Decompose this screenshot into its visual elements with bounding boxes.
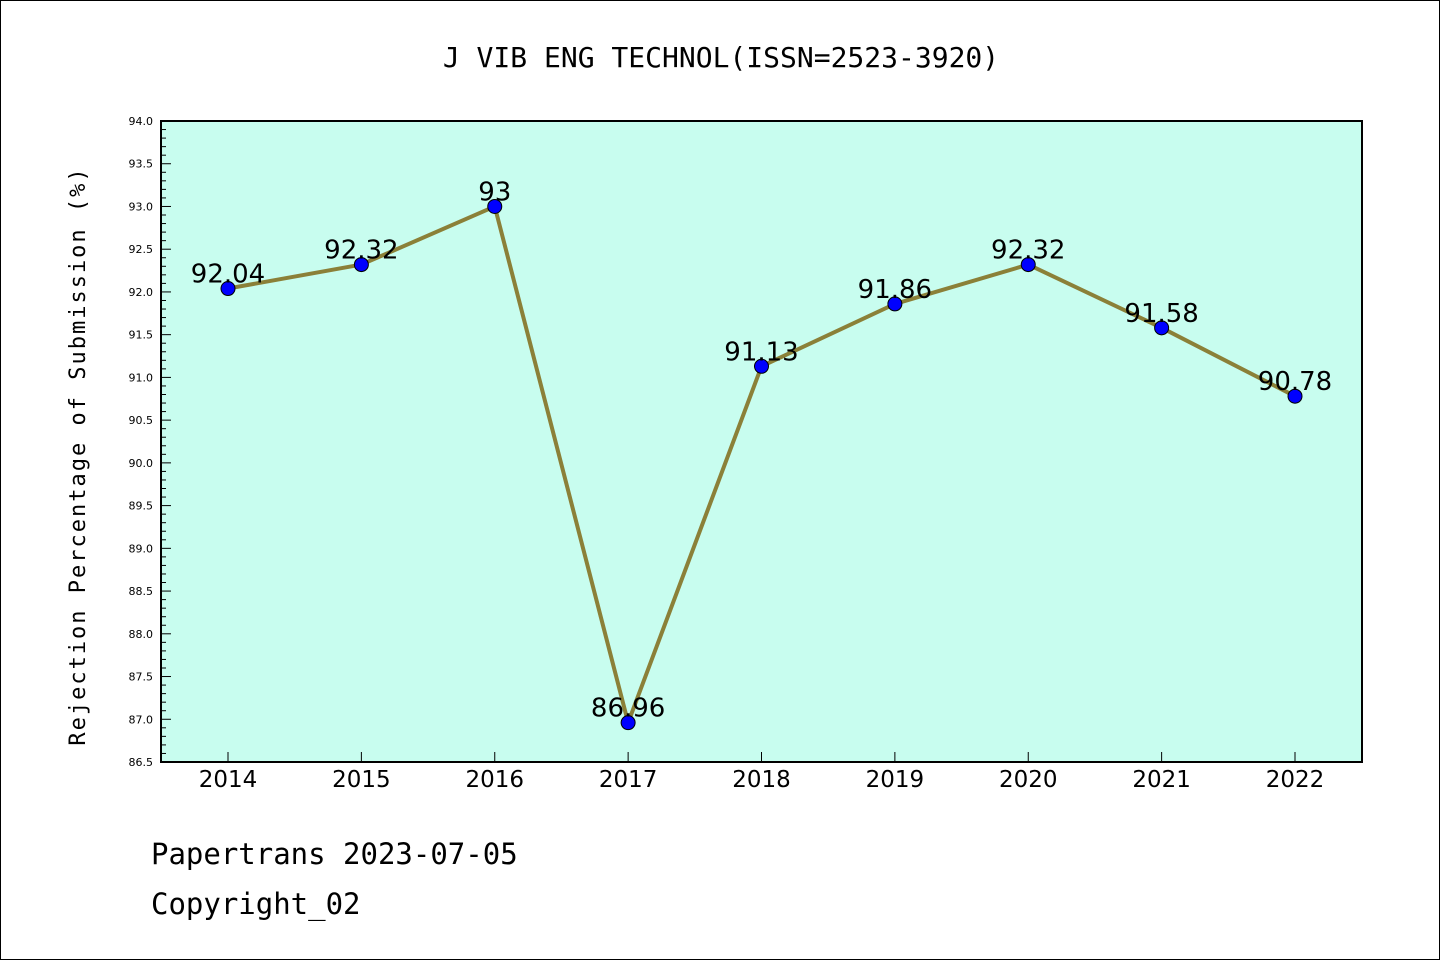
y-tick-label: 86.5 — [129, 756, 154, 769]
data-point — [220, 281, 236, 297]
y-tick-label: 93.0 — [129, 200, 154, 213]
footer-copyright: Copyright_02 — [151, 887, 361, 921]
y-tick-label: 89.0 — [129, 542, 154, 555]
y-tick-label: 92.5 — [129, 243, 154, 256]
data-point — [353, 257, 369, 273]
data-labels: 92.04 92.32 93 86.96 91.13 91.86 92.32 91.58 90.… — [191, 177, 1332, 723]
y-tick-label: 87.0 — [129, 713, 154, 726]
data-label: 86.96 — [591, 694, 665, 724]
data-point — [620, 715, 636, 731]
data-label: 93 — [478, 177, 511, 207]
footer-date: Papertrans 2023-07-05 — [151, 837, 518, 871]
series — [220, 198, 1303, 731]
x-tick-label: 2014 — [199, 767, 258, 793]
data-label: 92.04 — [191, 260, 265, 290]
y-tick-label: 90.0 — [129, 457, 154, 470]
y-tick-label: 87.5 — [129, 671, 154, 684]
data-label: 91.58 — [1124, 299, 1198, 329]
x-tick-label: 2021 — [1132, 767, 1191, 793]
data-point — [487, 198, 503, 214]
data-point — [887, 296, 903, 312]
y-axis-title: Rejection Percentage of Submission (%) — [66, 166, 91, 745]
data-point — [1154, 320, 1170, 336]
data-point — [1020, 257, 1036, 273]
y-tick-label: 94.0 — [129, 115, 154, 128]
x-tick-label: 2018 — [732, 767, 791, 793]
x-tick-label: 2015 — [332, 767, 391, 793]
x-tick-label: 2020 — [999, 767, 1058, 793]
data-label: 90.78 — [1258, 367, 1332, 397]
data-label: 91.86 — [858, 275, 932, 305]
y-tick-label: 93.5 — [129, 158, 154, 171]
y-axis: 86.5 87.0 87.5 88.0 88.5 89.0 89.5 90.0 90.5 91.0… — [129, 115, 171, 769]
y-tick-label: 91.5 — [129, 329, 154, 342]
data-label: 92.32 — [991, 236, 1065, 266]
x-tick-label: 2017 — [599, 767, 658, 793]
y-tick-label: 88.5 — [129, 585, 154, 598]
chart-title: J VIB ENG TECHNOL(ISSN=2523-3920) — [443, 41, 999, 74]
y-tick-label: 88.0 — [129, 628, 154, 641]
y-tick-label: 90.5 — [129, 414, 154, 427]
data-label: 92.32 — [324, 236, 398, 266]
x-tick-label: 2016 — [465, 767, 524, 793]
data-point — [754, 358, 769, 374]
x-axis: 2014 2015 2016 2017 2018 2019 2020 2021 2022 — [199, 752, 1325, 793]
y-tick-label: 91.0 — [129, 371, 154, 384]
x-tick-label: 2022 — [1266, 767, 1325, 793]
y-tick-label: 89.5 — [129, 500, 154, 513]
plot-area — [160, 120, 1363, 763]
data-label: 91.13 — [724, 337, 798, 367]
data-point — [1287, 388, 1303, 404]
x-tick-label: 2019 — [866, 767, 925, 793]
y-tick-label: 92.0 — [129, 286, 154, 299]
